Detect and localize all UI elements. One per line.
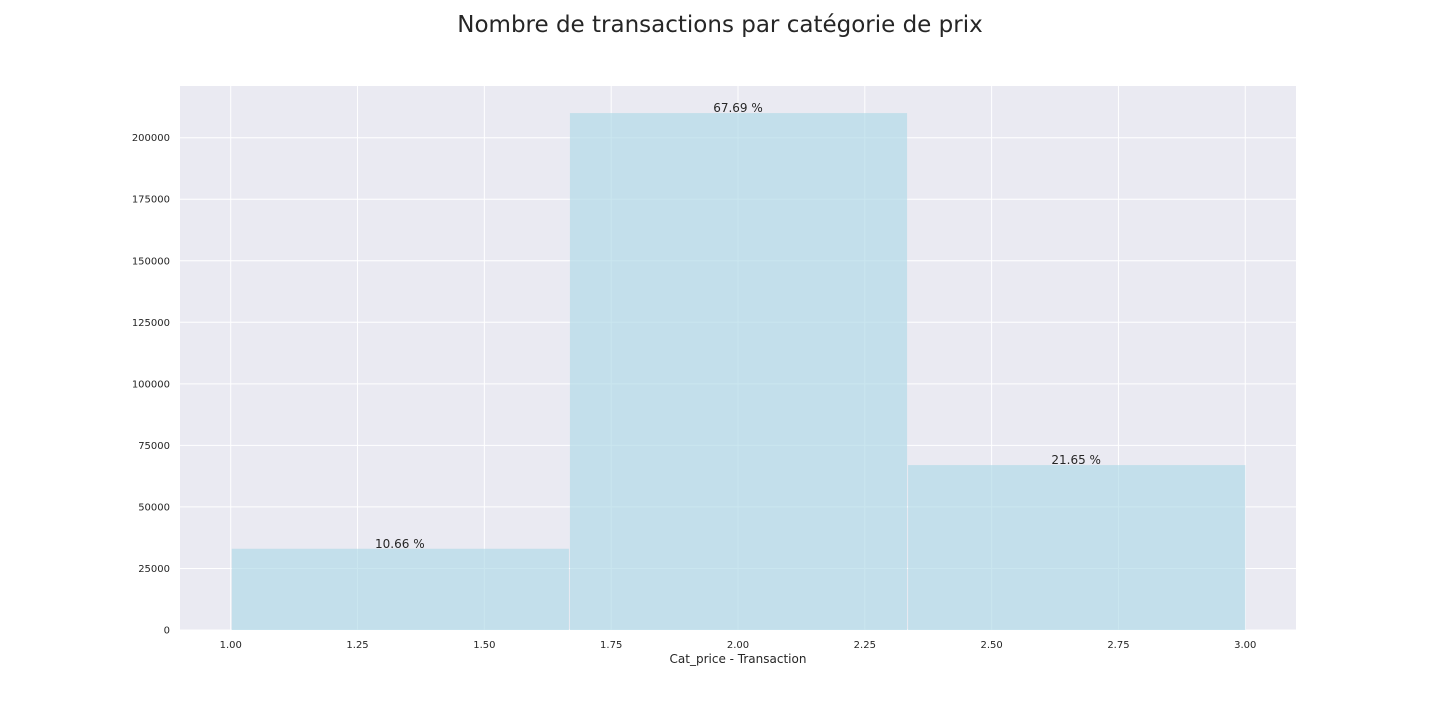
bar-percent-label: 10.66 % <box>375 537 425 551</box>
y-tick-label: 75000 <box>138 441 170 452</box>
bars <box>231 113 1246 631</box>
x-tick-label: 1.75 <box>600 640 622 651</box>
y-tick-label: 125000 <box>132 318 170 329</box>
x-tick-label: 1.50 <box>473 640 495 651</box>
y-tick-label: 25000 <box>138 564 170 575</box>
histogram-bar <box>231 548 569 630</box>
bar-percent-label: 21.65 % <box>1051 453 1101 467</box>
x-tick-labels: 1.00 1.25 1.50 1.75 2.00 2.25 2.50 2.75 3.00 <box>220 640 1257 651</box>
bar-labels: 10.66 % 67.69 % 21.65 % <box>375 101 1101 551</box>
x-tick-label: 2.00 <box>727 640 749 651</box>
y-tick-labels: 0 25000 50000 75000 100000 125000 150000 175000… <box>132 133 170 636</box>
bar-percent-label: 67.69 % <box>713 101 763 115</box>
histogram-bar <box>908 465 1246 630</box>
x-axis-label: Cat_price - Transaction <box>670 652 807 666</box>
chart-title: Nombre de transactions par catégorie de … <box>457 12 983 38</box>
y-tick-label: 0 <box>164 626 170 637</box>
x-tick-label: 2.75 <box>1107 640 1129 651</box>
y-tick-label: 50000 <box>138 502 170 513</box>
x-tick-label: 1.25 <box>346 640 368 651</box>
x-tick-label: 3.00 <box>1234 640 1256 651</box>
y-tick-label: 150000 <box>132 256 170 267</box>
histogram-bar <box>569 113 908 631</box>
x-tick-label: 1.00 <box>220 640 242 651</box>
x-tick-label: 2.50 <box>981 640 1003 651</box>
y-tick-label: 100000 <box>132 379 170 390</box>
y-tick-label: 175000 <box>132 195 170 206</box>
y-tick-label: 200000 <box>132 133 170 144</box>
x-tick-label: 2.25 <box>854 640 876 651</box>
